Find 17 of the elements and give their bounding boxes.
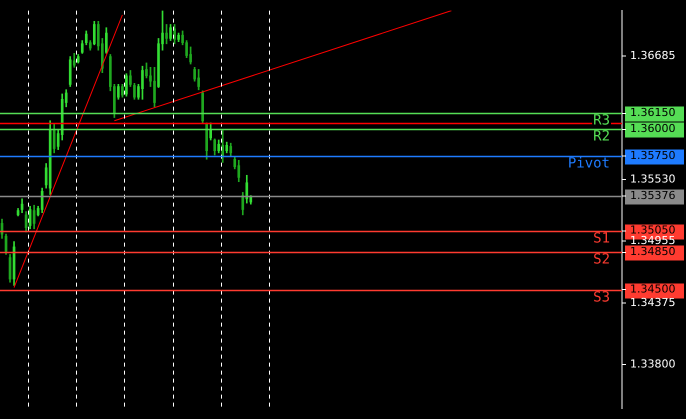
y-tick-label: 1.36150 [630,106,676,120]
ref-line-label: S2 [593,252,610,268]
y-tick-label: 1.33800 [630,357,676,370]
ref-line-label: S1 [593,230,610,247]
y-tick-label: 1.35750 [630,148,676,162]
ref-line-label: R2 [593,128,610,145]
y-tick-label: 1.34500 [630,282,676,296]
y-tick-label: 1.36000 [630,122,676,136]
y-tick-label: 1.35050 [630,224,676,237]
ref-line-label: R3 [593,112,610,129]
ref-line-label: S3 [593,290,610,306]
y-tick-label: 1.36685 [630,48,676,62]
ref-line-label: Pivot [568,156,610,172]
y-tick-label: 1.35376 [630,188,676,202]
y-tick-label: 1.34375 [630,296,676,309]
y-tick-label: 1.35530 [630,172,676,186]
y-tick-label: 1.34850 [630,245,676,258]
